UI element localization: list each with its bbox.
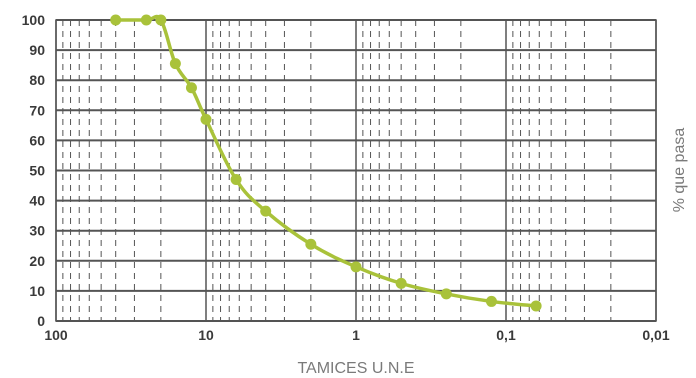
data-point	[305, 238, 317, 250]
data-point	[230, 174, 242, 186]
series-layer	[110, 14, 542, 312]
data-point	[185, 82, 197, 94]
data-point	[140, 14, 152, 26]
data-point	[395, 277, 407, 289]
data-point	[200, 113, 212, 125]
y-axis-title: % que pasa	[671, 128, 688, 213]
major-gridlines	[55, 19, 657, 322]
y-tick-label: 40	[29, 193, 45, 209]
data-point	[110, 14, 122, 26]
x-tick-label: 10	[198, 327, 214, 343]
y-tick-label: 10	[29, 283, 45, 299]
x-tick-label: 0,1	[496, 327, 516, 343]
y-tick-label: 70	[29, 102, 45, 118]
data-point	[485, 295, 497, 307]
y-tick-label: 60	[29, 132, 45, 148]
data-point	[169, 58, 181, 70]
data-point	[155, 14, 167, 26]
y-tick-label: 100	[22, 12, 46, 28]
data-point	[260, 205, 272, 217]
x-tick-label: 100	[44, 327, 68, 343]
x-tick-label: 0,01	[642, 327, 669, 343]
y-tick-label: 30	[29, 223, 45, 239]
plot-frame	[55, 19, 657, 322]
x-tick-label: 1	[352, 327, 360, 343]
y-tick-labels: 0 10 20 30 40 50 60 70 80 90 100	[22, 12, 46, 329]
x-axis-title: TAMICES U.N.E	[297, 360, 414, 377]
y-tick-label: 80	[29, 72, 45, 88]
y-tick-label: 0	[37, 313, 45, 329]
y-tick-label: 50	[29, 163, 45, 179]
data-point	[530, 300, 542, 312]
y-tick-label: 90	[29, 42, 45, 58]
data-point	[350, 261, 362, 273]
y-tick-label: 20	[29, 253, 45, 269]
data-point	[440, 288, 452, 300]
x-tick-labels: 100 10 1 0,1 0,01	[44, 327, 670, 343]
